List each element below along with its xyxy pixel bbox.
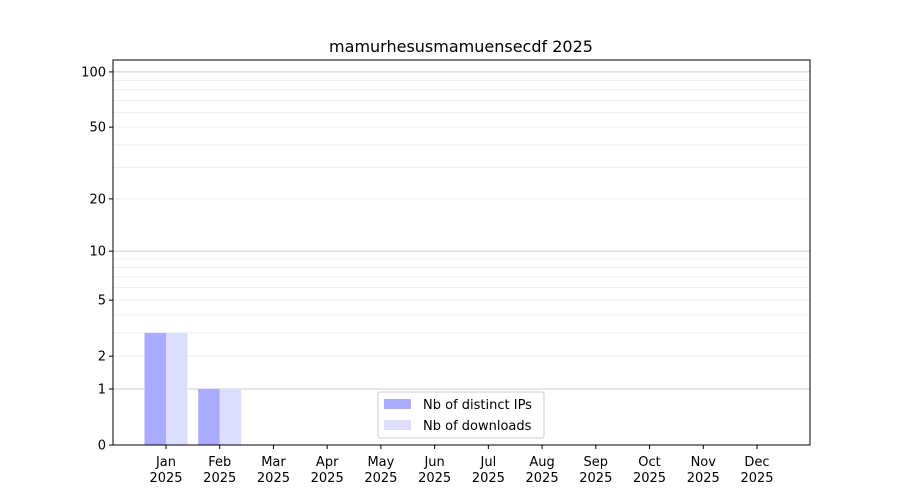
x-tick-label: 2025 [633,471,666,486]
x-tick-label: 2025 [472,471,505,486]
y-tick-label: 100 [81,65,106,80]
x-tick-label: Dec [744,455,769,470]
x-tick-label: Oct [638,455,660,470]
x-tick-label: Apr [316,455,339,470]
x-tick-label: 2025 [579,471,612,486]
x-tick-label: 2025 [418,471,451,486]
bar [144,332,166,445]
x-tick-label: 2025 [364,471,397,486]
y-tick-label: 20 [89,192,106,207]
y-tick-label: 50 [89,121,106,136]
chart-title: mamurhesusmamuensecdf 2025 [329,37,593,56]
x-tick-label: May [367,455,394,470]
x-tick-label: Mar [261,455,286,470]
x-tick-label: Sep [584,455,609,470]
x-tick-label: 2025 [687,471,720,486]
x-tick-label: Feb [208,455,231,470]
legend-box [377,391,545,439]
bar [166,332,188,445]
legend-label: Nb of distinct IPs [423,398,532,413]
y-tick-label: 0 [98,439,106,454]
x-tick-label: Jan [155,455,176,470]
legend-swatch [384,399,411,409]
legend-swatch [384,420,411,430]
bar [198,388,220,445]
y-tick-label: 1 [98,382,106,397]
legend-label: Nb of downloads [423,419,532,434]
plot-frame [112,59,811,446]
x-tick-label: Aug [529,455,554,470]
y-tick-label: 5 [98,294,106,309]
x-tick-label: Jun [423,455,444,470]
x-tick-label: 2025 [740,471,773,486]
x-tick-label: 2025 [203,471,236,486]
x-tick-label: 2025 [149,471,182,486]
x-tick-label: Nov [691,455,717,470]
bar [219,388,242,445]
y-tick-label: 10 [89,245,106,260]
legend: Nb of distinct IPs Nb of downloads [377,391,545,439]
x-tick-label: 2025 [311,471,344,486]
y-tick-label: 2 [98,350,106,365]
x-tick-label: 2025 [257,471,290,486]
x-tick-label: 2025 [526,471,559,486]
x-tick-label: Jul [480,455,497,470]
